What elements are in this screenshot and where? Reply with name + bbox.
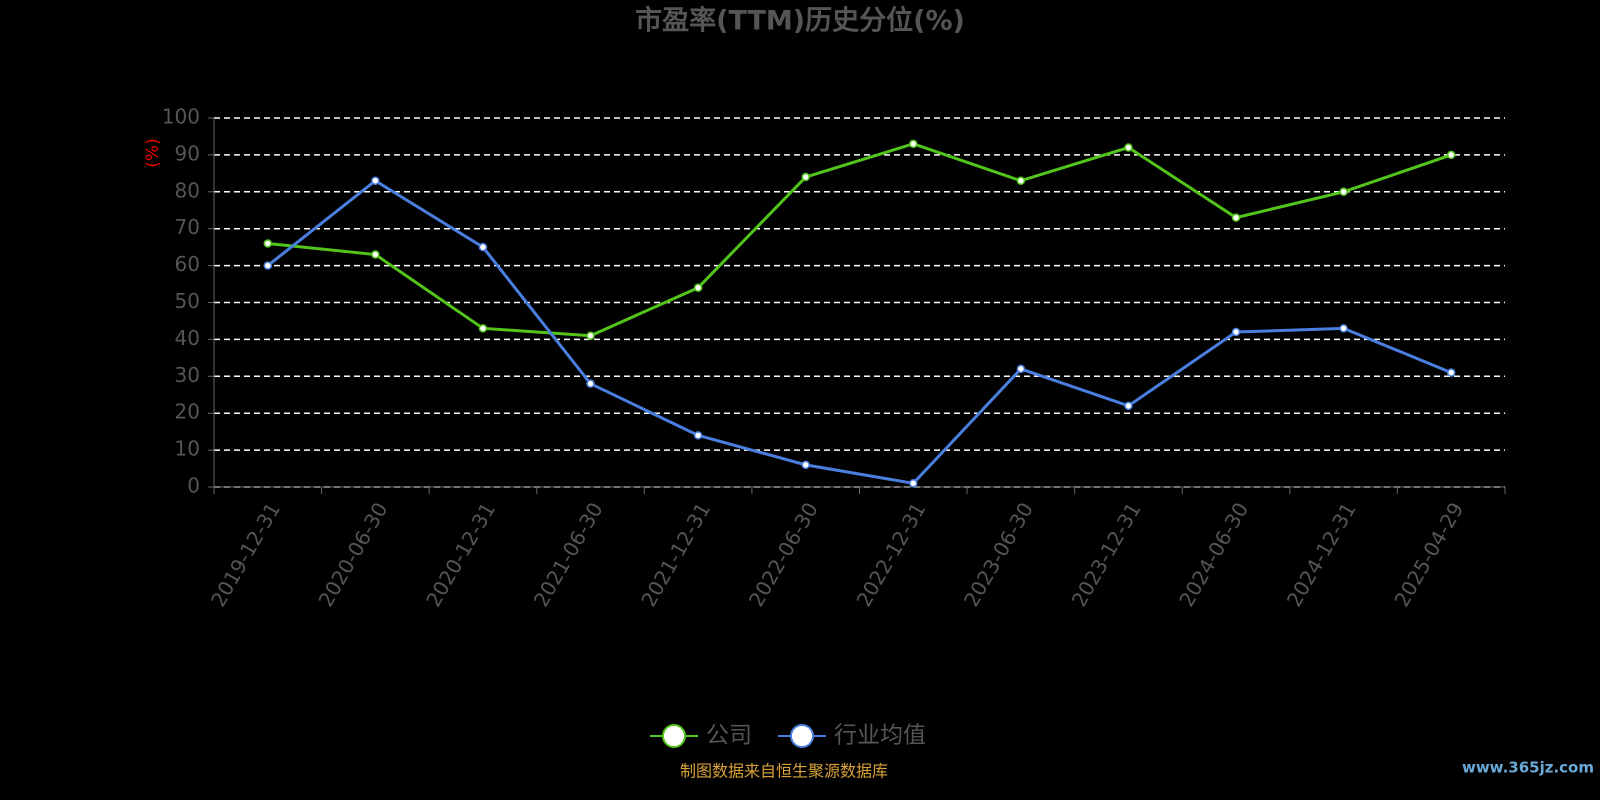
data-point	[909, 479, 918, 488]
data-point	[1016, 364, 1026, 374]
data-point	[801, 460, 810, 470]
x-tick-label: 2024-06-30	[1174, 498, 1253, 611]
series-line	[267, 142, 1452, 338]
x-tick-label: 2021-12-31	[636, 498, 715, 611]
y-tick-label: 10	[175, 437, 200, 461]
data-point	[909, 139, 918, 149]
data-point	[693, 431, 703, 440]
legend-marker	[662, 724, 686, 748]
x-tick-label: 2023-06-30	[959, 498, 1038, 611]
y-tick-label: 70	[175, 215, 200, 239]
x-tick-label: 2022-06-30	[744, 498, 823, 611]
data-point	[586, 379, 595, 388]
y-tick-label: 100	[162, 105, 200, 129]
chart-title: 市盈率(TTM)历史分位(%)	[635, 5, 965, 37]
legend-label: 行业均值	[834, 723, 926, 749]
x-tick-label: 2024-12-31	[1282, 498, 1361, 611]
data-point	[371, 250, 380, 259]
data-point	[1231, 213, 1241, 222]
y-tick-label: 40	[175, 326, 200, 350]
x-tick-label: 2021-06-30	[529, 498, 608, 611]
data-point	[478, 324, 488, 333]
data-point	[478, 242, 488, 252]
data-point	[371, 176, 380, 185]
data-point	[1339, 324, 1348, 333]
data-point	[693, 283, 703, 292]
x-tick-label: 2020-12-31	[421, 498, 500, 611]
x-tick-label: 2019-12-31	[206, 498, 285, 611]
data-point	[1446, 150, 1456, 160]
y-tick-label: 50	[175, 289, 200, 313]
x-tick-label: 2022-12-31	[851, 498, 930, 611]
y-tick-label: 20	[175, 400, 200, 424]
data-point	[263, 239, 273, 248]
watermark: www.365jz.com	[1462, 759, 1594, 777]
data-point	[1231, 327, 1241, 337]
series-line	[266, 178, 1452, 485]
data-point	[586, 331, 595, 340]
x-tick-label: 2020-06-30	[314, 498, 393, 611]
legend-marker	[790, 724, 814, 748]
y-tick-label: 0	[187, 474, 200, 498]
data-point	[1124, 143, 1133, 152]
x-tick-label: 2025-04-29	[1389, 498, 1468, 611]
y-tick-label: 60	[175, 252, 200, 276]
y-axis-label: (%)	[143, 138, 163, 167]
data-point	[1339, 187, 1348, 197]
data-point	[1016, 176, 1026, 185]
y-tick-label: 90	[175, 141, 200, 165]
x-tick-label: 2023-12-31	[1067, 498, 1146, 611]
data-point	[263, 261, 273, 270]
y-tick-label: 80	[175, 178, 200, 202]
y-tick-label: 30	[175, 363, 200, 387]
data-point	[1446, 368, 1456, 377]
data-point	[1124, 401, 1133, 411]
data-point	[801, 172, 810, 182]
source-note: 制图数据来自恒生聚源数据库	[680, 762, 888, 781]
legend-label: 公司	[706, 723, 752, 749]
